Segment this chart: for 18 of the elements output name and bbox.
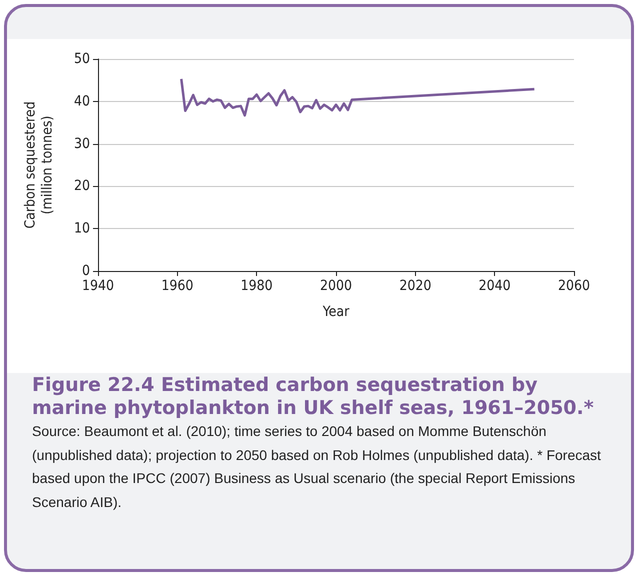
x-tick-label: 2000 bbox=[320, 278, 352, 294]
x-tick-label: 2040 bbox=[478, 278, 511, 294]
x-tick-label: 2020 bbox=[399, 278, 432, 294]
y-tick-label: 0 bbox=[82, 263, 90, 279]
line-series bbox=[180, 78, 536, 117]
y-tick-label: 10 bbox=[74, 220, 90, 237]
text: Figure 22.4 Estimated carbon sequestration by marine phytoplankton in UK shelf seas, 1961–2050.* bbox=[32, 374, 595, 420]
x-tick-label: 1960 bbox=[161, 278, 194, 294]
x-tick-label: 1980 bbox=[240, 278, 273, 294]
y-tick-label: 40 bbox=[74, 93, 90, 110]
source-note: Source: Beaumont et al. (2010); time series to 2004 based on Momme Butenschön (unpublished data); projection to 2050 based on Rob Holmes (unpublished data). * Forecast based upon the IPCC (2007) Business as Usual scenario (the special Report Emissions Scenario AIB). bbox=[32, 422, 602, 512]
y-tick-label: 50 bbox=[74, 51, 90, 67]
y-tick-label: 20 bbox=[74, 178, 90, 194]
y-tick-label: 30 bbox=[74, 136, 90, 152]
y-axis-title: Carbon sequestered (million tonnes) bbox=[22, 101, 56, 229]
x-tick-label: 2060 bbox=[558, 278, 590, 294]
x-tick-label: 1940 bbox=[82, 278, 114, 294]
x-axis-title: Year bbox=[322, 304, 350, 320]
